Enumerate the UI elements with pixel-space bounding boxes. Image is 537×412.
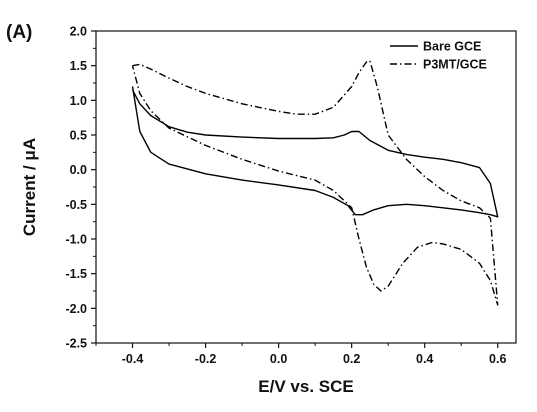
series-line-2 [131, 60, 499, 306]
series-line-1 [131, 86, 499, 218]
legend: Bare GCE P3MT/GCE [390, 40, 487, 72]
x-axis-ticks: -0.4 -0.2 0.0 0.2 0.4 0.6 [95, 343, 506, 366]
y-tick-label: 0.0 [70, 163, 87, 177]
y-tick-label: 1.5 [70, 59, 87, 73]
y-axis-title: Current / μA [20, 138, 39, 236]
panel-label: (A) [6, 22, 32, 43]
y-tick-label: -0.5 [65, 198, 87, 212]
y-tick-label: -2.0 [65, 302, 87, 316]
y-tick-label: -1.5 [65, 267, 87, 281]
x-tick-label: 0.4 [416, 352, 433, 366]
x-tick-label: 0.0 [270, 352, 287, 366]
x-tick-label: 0.2 [343, 352, 360, 366]
y-tick-label: 0.5 [70, 129, 87, 143]
x-tick-label: -0.4 [122, 352, 144, 366]
x-tick-label: -0.2 [195, 352, 217, 366]
x-tick-label: 0.6 [489, 352, 506, 366]
y-axis-ticks: 2.0 1.5 1.0 0.5 0.0 -0.5 -1.0 -1.5 -2.0 -2.5 [65, 25, 96, 351]
legend-label: Bare GCE [423, 40, 481, 54]
legend-label: P3MT/GCE [423, 58, 487, 72]
y-tick-label: -1.0 [65, 233, 87, 247]
x-axis-title: E/V vs. SCE [258, 377, 353, 396]
series-layer [131, 60, 499, 306]
y-tick-label: 1.0 [70, 94, 87, 108]
y-tick-label: 2.0 [70, 25, 87, 39]
y-tick-label: -2.5 [65, 337, 87, 351]
